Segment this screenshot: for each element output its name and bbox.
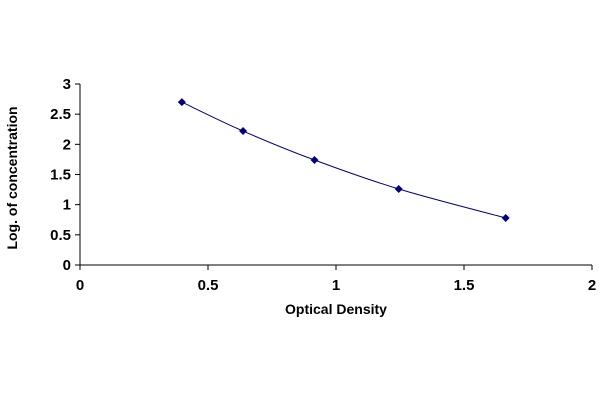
x-ticks: 0 0.5 1 1.5 2 — [76, 265, 596, 294]
x-tick-label: 0 — [76, 277, 84, 294]
y-axis-title: Log. of concentration — [4, 106, 20, 249]
y-tick-label: 1.5 — [50, 167, 71, 184]
x-tick-label: 1.5 — [454, 277, 475, 294]
series-line — [181, 101, 506, 219]
data-point — [239, 127, 248, 136]
data-point — [394, 184, 403, 193]
y-tick-label: 2 — [63, 136, 71, 153]
y-ticks: 0 0.5 1 1.5 2 2.5 3 — [50, 76, 80, 274]
data-markers — [177, 98, 510, 222]
y-tick-label: 2.5 — [50, 106, 71, 123]
data-point — [310, 156, 319, 165]
y-tick-label: 3 — [63, 76, 71, 93]
y-tick-label: 0 — [63, 257, 71, 274]
x-tick-label: 2 — [588, 277, 596, 294]
y-tick-label: 0.5 — [50, 227, 71, 244]
x-axis-title: Optical Density — [285, 301, 387, 317]
data-point — [177, 98, 186, 107]
x-tick-label: 1 — [332, 277, 340, 294]
x-tick-label: 0.5 — [198, 277, 219, 294]
y-tick-label: 1 — [63, 197, 71, 214]
data-point — [501, 213, 510, 222]
